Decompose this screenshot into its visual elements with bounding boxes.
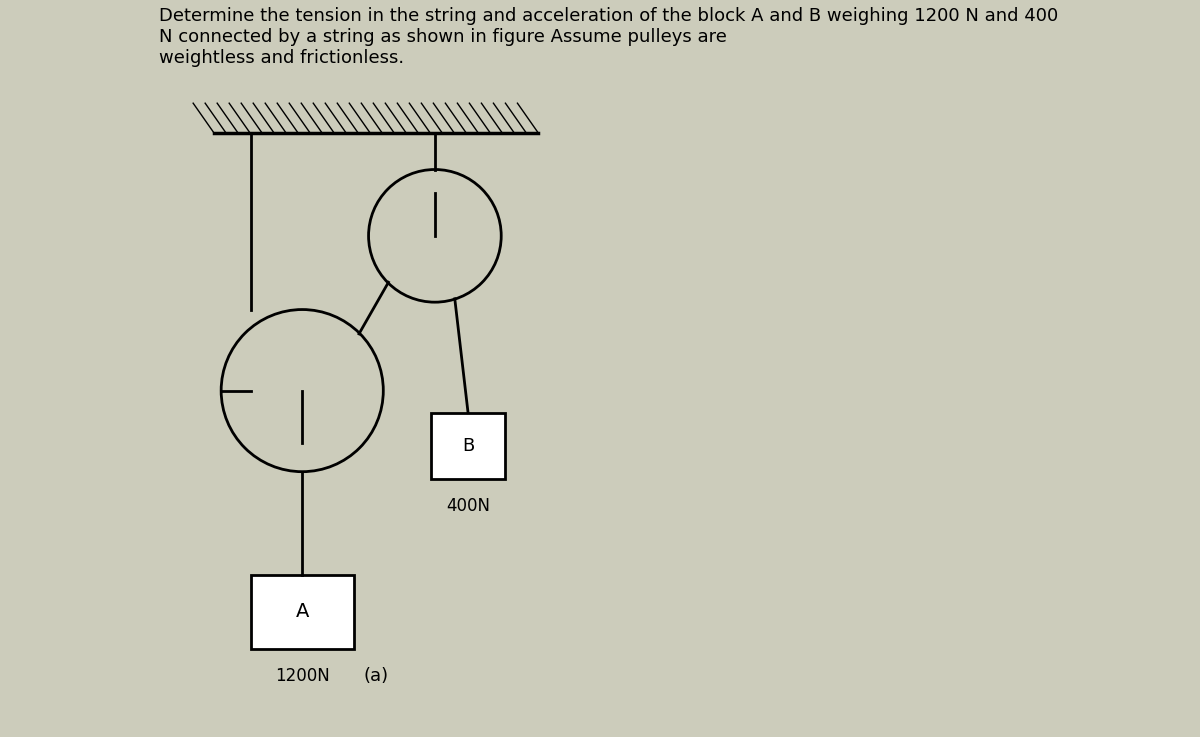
Text: B: B: [462, 437, 474, 455]
Text: 400N: 400N: [446, 497, 490, 515]
Text: A: A: [295, 602, 308, 621]
Bar: [431, 413, 505, 479]
Text: (a): (a): [364, 667, 389, 685]
Bar: [251, 575, 354, 649]
Text: 1200N: 1200N: [275, 667, 330, 685]
Text: Determine the tension in the string and acceleration of the block A and B weighi: Determine the tension in the string and …: [158, 7, 1057, 67]
